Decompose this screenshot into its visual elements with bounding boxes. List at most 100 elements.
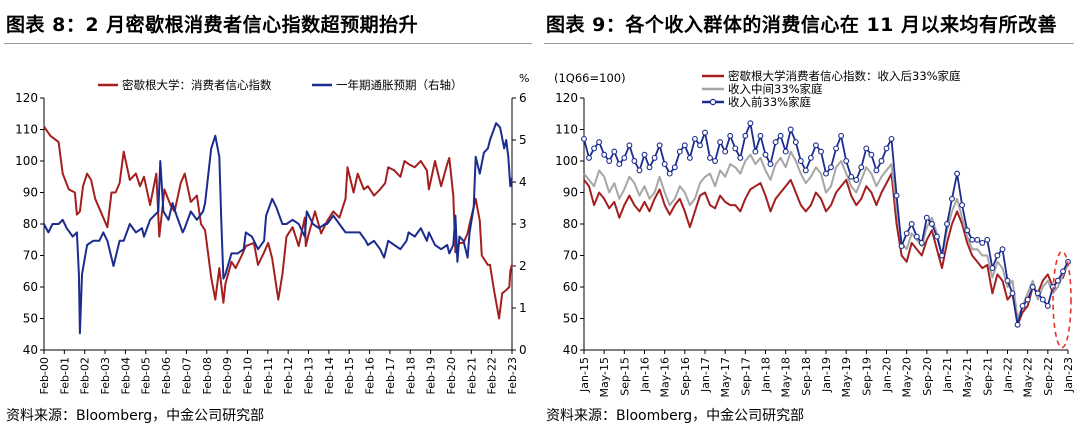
x-tick-label: Feb-04 xyxy=(119,357,132,394)
x-tick-label: Feb-08 xyxy=(201,357,214,394)
series-marker-top-third xyxy=(878,158,885,164)
series-marker-top-third xyxy=(868,151,875,158)
x-tick-label: Feb-14 xyxy=(323,357,336,394)
series-marker-top-third xyxy=(762,151,769,158)
x-tick-label: Feb-03 xyxy=(99,357,112,394)
series-marker-top-third xyxy=(782,148,789,155)
series-marker-top-third xyxy=(621,154,628,161)
x-tick-label: May-18 xyxy=(780,357,793,398)
series-marker-top-third xyxy=(979,239,986,246)
series-marker-top-third xyxy=(807,154,814,161)
right-y-tick-label: 5 xyxy=(519,133,527,147)
series-marker-top-third xyxy=(848,173,855,180)
series-marker-top-third xyxy=(707,154,713,161)
y-tick-label: 80 xyxy=(563,217,578,231)
figure-9-source: 资料来源：Bloomberg，中金公司研究部 xyxy=(546,408,805,424)
series-marker-top-third xyxy=(1060,268,1066,275)
series-marker-top-third xyxy=(1029,284,1036,290)
series-marker-top-third xyxy=(1054,277,1061,284)
x-tick-label: Feb-17 xyxy=(384,357,397,394)
series-marker-top-third xyxy=(949,195,955,202)
series-marker-top-third xyxy=(757,132,764,139)
x-tick-label: Feb-16 xyxy=(364,357,377,394)
series-marker-top-third xyxy=(797,158,804,164)
legend-label: 收入前33%家庭 xyxy=(728,95,812,109)
x-tick-label: Jan-20 xyxy=(881,357,894,393)
series-marker-top-third xyxy=(702,129,708,136)
series-line-middle-third xyxy=(583,150,1069,320)
series-marker-top-third xyxy=(722,148,729,155)
series-marker-top-third xyxy=(994,252,1001,259)
series-marker-top-third xyxy=(596,139,603,146)
series-marker-top-third xyxy=(858,164,865,171)
x-tick-label: Feb-00 xyxy=(38,357,51,394)
y-tick-label: 110 xyxy=(555,123,578,137)
x-tick-label: Feb-19 xyxy=(425,357,438,394)
x-tick-label: Feb-01 xyxy=(58,357,71,394)
y-tick-label: 50 xyxy=(563,312,578,326)
series-marker-top-third xyxy=(787,126,794,133)
x-tick-label: May-20 xyxy=(901,357,914,398)
series-marker-top-third xyxy=(601,151,608,158)
y-tick-label: 60 xyxy=(563,280,578,294)
series-marker-top-third xyxy=(1034,290,1041,297)
y-tick-label: 100 xyxy=(555,154,578,168)
figure-9-panel: 图表 9：各个收入群体的消费信心在 11 月以来均有所改善 40 50 60 70 80… xyxy=(540,0,1080,435)
series-marker-top-third xyxy=(1004,277,1011,284)
legend-label: 密歇根大学消费者信心指数：收入后33%家庭 xyxy=(728,69,961,83)
right-y-tick-label: 6 xyxy=(519,91,527,105)
series-marker-top-third xyxy=(1014,321,1021,328)
series-marker-top-third xyxy=(646,164,653,171)
right-y-tick-label: 0 xyxy=(519,343,527,357)
right-axis-unit: % xyxy=(519,72,529,85)
x-tick-label: Feb-10 xyxy=(241,357,254,394)
series-marker-top-third xyxy=(833,145,840,152)
series-marker-top-third xyxy=(873,167,880,174)
figure-9-title-rule xyxy=(544,43,1074,44)
series-marker-top-third xyxy=(767,161,774,168)
figure-8-panel: 图表 8：2 月密歇根消费者信心指数超预期抬升 40 50 60 70 80 90 100 1… xyxy=(4,14,532,424)
series-marker-top-third xyxy=(737,154,744,161)
series-marker-top-third xyxy=(828,164,834,171)
series-marker-top-third xyxy=(1019,302,1026,309)
series-marker-top-third xyxy=(772,139,779,146)
y-axis-unit: (1Q66=100) xyxy=(554,71,626,85)
x-tick-label: Feb-12 xyxy=(282,357,295,394)
figure-9-chart: 40 50 60 70 80 90 100 110 120 (1Q66=100) Jan-15 May… xyxy=(554,69,1075,398)
series-marker-top-third xyxy=(606,158,613,164)
series-marker-top-third xyxy=(939,252,945,259)
legend-label: 一年期通胀预期（右轴） xyxy=(336,78,463,92)
x-tick-label: Sep-20 xyxy=(921,357,934,396)
series-marker-top-third xyxy=(666,170,673,177)
x-tick-label: Jan-17 xyxy=(699,357,712,393)
series-marker-top-third xyxy=(747,120,754,127)
x-tick-label: Feb-18 xyxy=(404,357,417,394)
right-y-tick-label: 4 xyxy=(519,175,527,189)
series-marker-top-third xyxy=(1009,290,1016,297)
x-tick-label: Feb-23 xyxy=(506,357,519,394)
left-y-tick-label: 40 xyxy=(23,343,38,357)
highlight-ellipse xyxy=(1052,250,1072,349)
x-tick-label: Jan-19 xyxy=(820,357,833,393)
x-tick-label: Feb-22 xyxy=(486,357,499,394)
series-marker-top-third xyxy=(717,139,724,146)
legend-label: 密歇根大学：消费者信心指数 xyxy=(122,78,272,92)
x-tick-label: Jan-21 xyxy=(941,357,954,393)
series-marker-top-third xyxy=(671,164,678,171)
figure-8-title-rule xyxy=(4,43,532,44)
series-marker-top-third xyxy=(893,192,900,199)
series-marker-top-third xyxy=(661,161,668,168)
x-tick-label: Jan-22 xyxy=(1002,357,1015,393)
legend-label: 收入中间33%家庭 xyxy=(728,82,823,96)
series-marker-top-third xyxy=(802,167,809,174)
series-marker-top-third xyxy=(1044,302,1051,309)
series-marker-top-third xyxy=(843,158,850,164)
series-marker-top-third xyxy=(923,214,930,221)
series-marker-top-third xyxy=(823,170,829,177)
series-marker-top-third xyxy=(853,176,860,183)
x-tick-label: Jan-23 xyxy=(1062,357,1075,393)
series-marker-top-third xyxy=(626,142,633,149)
series-marker-top-third xyxy=(611,148,618,155)
x-tick-label: May-17 xyxy=(719,357,732,398)
x-tick-label: Feb-11 xyxy=(262,357,275,394)
